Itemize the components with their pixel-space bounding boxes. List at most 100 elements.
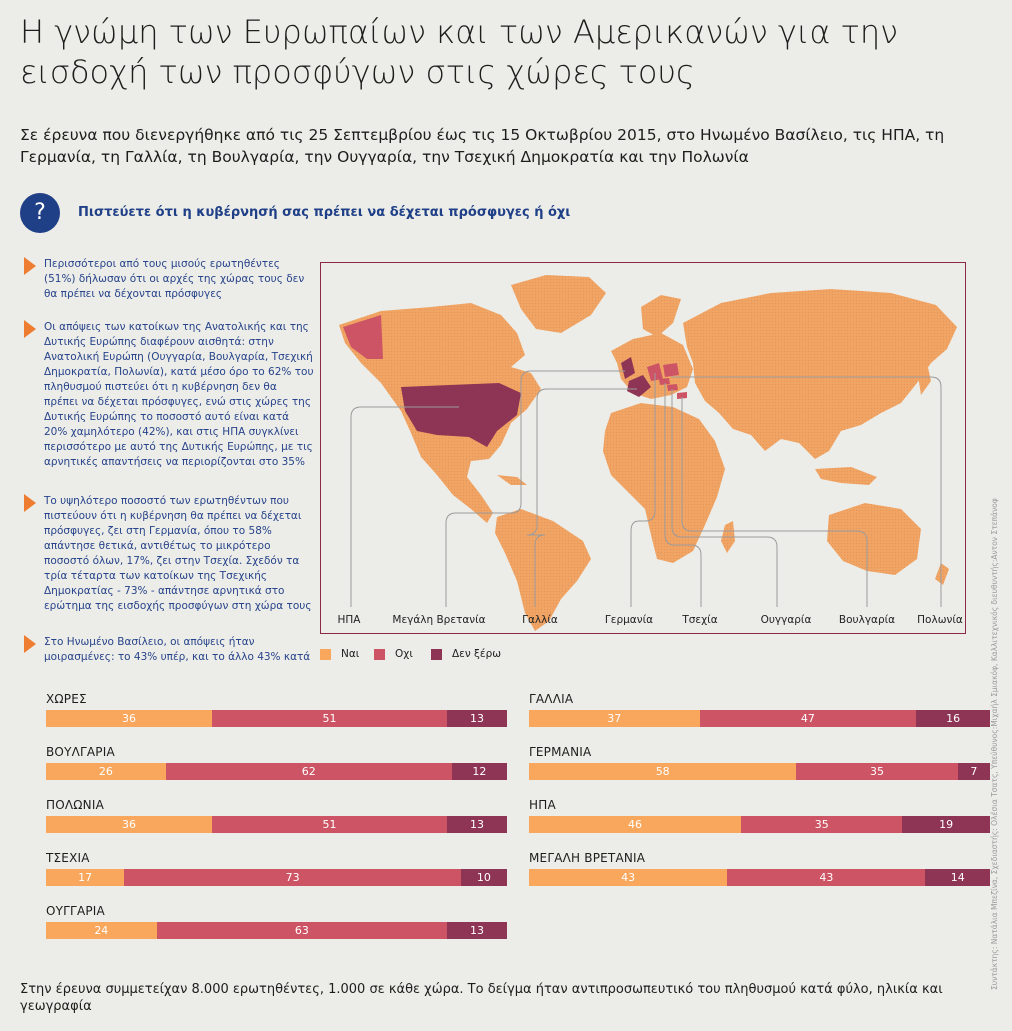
segment-yes: 37	[529, 710, 700, 727]
segment-yes: 26	[46, 763, 166, 780]
line-hungary	[671, 389, 778, 607]
legend-swatch-dont-know	[431, 648, 442, 660]
uk	[621, 357, 635, 379]
segment-dont-know: 7	[957, 763, 990, 780]
question-icon: ?	[20, 193, 60, 233]
bar-category-label: ΟΥΓΓΑΡΙΑ	[46, 904, 105, 918]
map-label-hungary: Ουγγαρία	[760, 614, 812, 626]
segment-yes: 36	[46, 710, 212, 727]
bar-category-label: ΓΕΡΜΑΝΙΑ	[529, 745, 592, 759]
bar-row: ΠΟΛΩΝΙΑ 36 51 13	[46, 796, 507, 833]
footer-note: Στην έρευνα συμμετείχαν 8.000 ερωτηθέντε…	[20, 982, 943, 1014]
legend-swatch-yes	[320, 648, 331, 660]
segment-no: 73	[124, 869, 461, 886]
arrow-icon	[24, 257, 36, 275]
bar-row: ΧΩΡΕΣ 36 51 13	[46, 690, 507, 727]
bar-category-label: ΤΣΕΧΙΑ	[46, 851, 90, 865]
continents	[339, 275, 957, 631]
segment-yes: 24	[46, 922, 157, 939]
bar-row: ΟΥΓΓΑΡΙΑ 24 63 13	[46, 902, 507, 939]
segment-dont-know: 12	[451, 763, 507, 780]
bar-row: ΜΕΓΑΛΗ ΒΡΕΤΑΝΙΑ 43 43 14	[529, 849, 990, 886]
world-map	[320, 262, 966, 634]
note-4: Στο Ηνωμένο Βασίλειο, οι απόψεις ήταν μο…	[24, 635, 314, 665]
bar-row: ΤΣΕΧΙΑ 17 73 10	[46, 849, 507, 886]
segment-dont-know: 13	[447, 816, 507, 833]
bar-category-label: ΓΑΛΛΙΑ	[529, 692, 574, 706]
hungary	[667, 384, 678, 391]
stacked-bar: 17 73 10	[46, 869, 507, 886]
question-text: Πιστεύετε ότι η κυβέρνησή σας πρέπει να …	[78, 205, 571, 220]
arrow-icon	[24, 494, 36, 512]
note-3: Το υψηλότερο ποσοστό των ερωτηθέντων που…	[24, 494, 314, 614]
legend-no: Οχι	[374, 648, 413, 660]
subtitle: Σε έρευνα που διενεργήθηκε από τις 25 Σε…	[20, 126, 945, 166]
segment-no: 63	[156, 922, 448, 939]
map-label-france: Γαλλία	[522, 614, 558, 626]
highlighted-countries	[343, 315, 687, 447]
stacked-bar: 24 63 13	[46, 922, 507, 939]
note-text: Στο Ηνωμένο Βασίλειο, οι απόψεις ήταν μο…	[44, 636, 311, 663]
line-poland	[671, 376, 942, 607]
segment-dont-know: 10	[460, 869, 507, 886]
bar-category-label: ΧΩΡΕΣ	[46, 692, 87, 706]
line-uk	[445, 370, 625, 607]
bar-row: ΓΕΡΜΑΝΙΑ 58 35 7	[529, 743, 990, 780]
alaska	[343, 315, 383, 359]
page-title: Η γνώμη των Ευρωπαίων και των Αμερικανών…	[20, 13, 899, 91]
poland	[663, 363, 679, 377]
bar-category-label: ΠΟΛΩΝΙΑ	[46, 798, 104, 812]
legend-dont-know: Δεν ξέρω	[431, 648, 501, 660]
segment-yes: 17	[46, 869, 125, 886]
connector-lines	[350, 370, 942, 607]
usa	[401, 383, 521, 447]
legend-yes: Ναι	[320, 648, 359, 660]
segment-no: 62	[165, 763, 452, 780]
map-label-czech: Τσεχία	[682, 614, 718, 626]
legend-label: Ναι	[341, 648, 360, 660]
segment-dont-know: 19	[902, 816, 990, 833]
world-map-svg	[339, 275, 957, 631]
segment-yes: 46	[529, 816, 742, 833]
germany	[647, 363, 663, 381]
map-label-poland: Πολωνία	[917, 614, 963, 626]
bar-category-label: ΗΠΑ	[529, 798, 556, 812]
map-label-uk: Μεγάλη Βρετανία	[392, 614, 486, 626]
legend-label: Οχι	[395, 648, 413, 660]
note-2: Οι απόψεις των κατοίκων της Ανατολικής κ…	[24, 320, 314, 470]
segment-no: 35	[741, 816, 903, 833]
stacked-bar: 43 43 14	[529, 869, 990, 886]
line-usa	[350, 406, 459, 607]
czech	[659, 378, 670, 385]
segment-dont-know: 13	[447, 710, 507, 727]
note-text: Περισσότεροι από τους μισούς ερωτηθέντες…	[44, 258, 305, 300]
line-germany	[630, 373, 656, 607]
segment-yes: 43	[529, 869, 728, 886]
map-label-usa: ΗΠΑ	[337, 614, 361, 626]
segment-no: 51	[211, 710, 448, 727]
bar-row: ΓΑΛΛΙΑ 37 47 16	[529, 690, 990, 727]
bar-category-label: ΜΕΓΑΛΗ ΒΡΕΤΑΝΙΑ	[529, 851, 646, 865]
stacked-bar: 58 35 7	[529, 763, 990, 780]
map-label-bulgaria: Βουλγαρία	[838, 614, 896, 626]
segment-no: 43	[727, 869, 926, 886]
segment-dont-know: 14	[925, 869, 990, 886]
stacked-bar: 46 35 19	[529, 816, 990, 833]
credits: Συντάκτης: Νατάλια Μπεζίνα, Σχεδιαστής: …	[990, 498, 999, 990]
arrow-icon	[24, 635, 36, 653]
bulgaria	[677, 392, 687, 399]
note-text: Το υψηλότερο ποσοστό των ερωτηθέντων που…	[44, 495, 312, 612]
segment-no: 51	[211, 816, 448, 833]
note-text: Οι απόψεις των κατοίκων της Ανατολικής κ…	[44, 321, 314, 468]
legend-swatch-no	[374, 648, 385, 660]
bar-row: ΒΟΥΛΓΑΡΙΑ 26 62 12	[46, 743, 507, 780]
segment-dont-know: 16	[916, 710, 990, 727]
bar-category-label: ΒΟΥΛΓΑΡΙΑ	[46, 745, 115, 759]
map-label-germany: Γερμανία	[604, 614, 654, 626]
line-france	[526, 388, 637, 607]
segment-no: 35	[796, 763, 958, 780]
stacked-bar: 26 62 12	[46, 763, 507, 780]
segment-yes: 58	[529, 763, 797, 780]
arrow-icon	[24, 320, 36, 338]
stacked-bar: 36 51 13	[46, 710, 507, 727]
